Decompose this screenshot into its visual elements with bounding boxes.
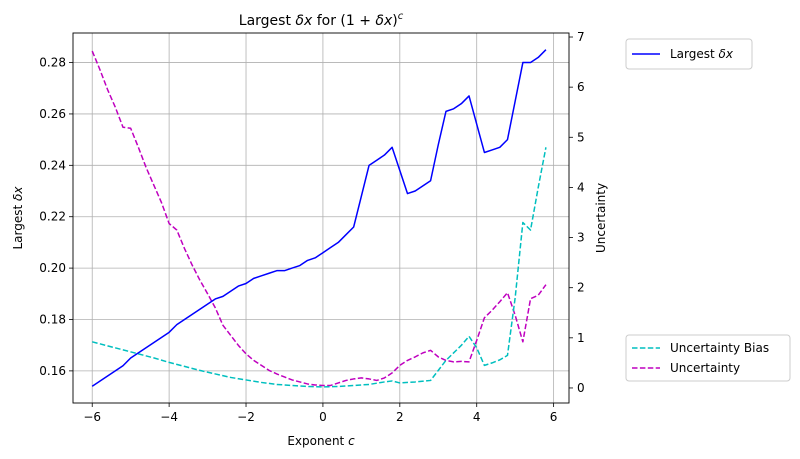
y-right-tick-label: 0	[577, 381, 585, 395]
y-left-tick-label: 0.18	[39, 312, 66, 326]
x-tick-label: 2	[396, 410, 404, 424]
y-right-axis-ticks: 0 1 2 3 4 5 6 7	[569, 30, 585, 395]
x-tick-label: 6	[550, 410, 558, 424]
y-right-tick-label: 7	[577, 30, 585, 44]
chart-title: Largest δx for (1 + δx)c	[239, 11, 404, 29]
y-left-tick-label: 0.20	[39, 261, 66, 275]
legend-bias-label: Uncertainty Bias	[670, 341, 769, 355]
y-left-tick-label: 0.22	[39, 210, 66, 224]
series-uncertainty-line	[91, 50, 547, 387]
y-left-tick-label: 0.26	[39, 107, 66, 121]
y-right-tick-label: 3	[577, 231, 585, 245]
legend-top-frame	[625, 38, 753, 70]
legend-bottom-frame	[625, 334, 791, 382]
legend-top: Largest δx	[625, 38, 753, 70]
x-tick-label: 4	[473, 410, 481, 424]
y-right-tick-label: 4	[577, 180, 585, 194]
y-right-tick-label: 6	[577, 80, 585, 94]
y-right-tick-label: 5	[577, 130, 585, 144]
x-tick-label: −2	[237, 410, 255, 424]
legend-largest-label: Largest δx	[670, 47, 734, 61]
y-left-tick-label: 0.16	[39, 364, 66, 378]
y-right-axis-title: Uncertainty	[594, 183, 608, 253]
plot-frame	[72, 32, 570, 404]
series-largest-line	[91, 49, 547, 387]
x-tick-label: 0	[319, 410, 327, 424]
y-right-tick-label: 2	[577, 281, 585, 295]
series-layer	[91, 49, 547, 388]
legend-bottom: Uncertainty Bias Uncertainty	[625, 334, 791, 382]
x-axis-ticks: −6 −4 −2 0 2 4 6	[83, 403, 557, 424]
y-left-axis-ticks: 0.16 0.18 0.20 0.22 0.24 0.26 0.28	[39, 56, 73, 378]
x-tick-label: −4	[160, 410, 178, 424]
y-left-tick-label: 0.24	[39, 158, 66, 172]
x-axis-title: Exponent c	[287, 434, 355, 448]
series-bias-line	[92, 147, 547, 388]
legend-uncertainty-label: Uncertainty	[670, 361, 740, 375]
y-right-tick-label: 1	[577, 331, 585, 345]
x-tick-label: −6	[83, 410, 101, 424]
y-left-tick-label: 0.28	[39, 56, 66, 70]
grid-lines	[73, 33, 569, 403]
y-left-axis-title: Largest δx	[11, 186, 25, 250]
